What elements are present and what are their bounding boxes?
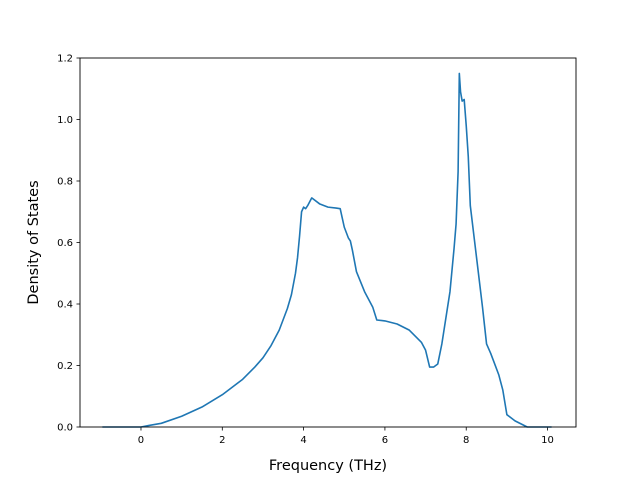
x-tick-label: 0 xyxy=(138,435,144,446)
x-axis-ticks: 0 2 4 6 8 10 xyxy=(138,427,554,446)
y-tick-label: 1.2 xyxy=(57,54,73,65)
y-tick-label: 0.8 xyxy=(57,177,73,188)
y-tick-label: 0.6 xyxy=(57,238,73,249)
y-tick-label: 0.0 xyxy=(57,423,73,434)
y-axis-label: Density of States xyxy=(26,180,42,304)
plot-frame xyxy=(79,57,577,428)
x-tick-label: 8 xyxy=(463,435,469,446)
plot-background xyxy=(80,58,576,427)
dos-series-line xyxy=(102,72,552,428)
x-axis-label: Frequency (THz) xyxy=(269,458,387,474)
x-tick-label: 2 xyxy=(219,435,225,446)
y-tick-label: 0.4 xyxy=(57,300,73,311)
x-tick-label: 4 xyxy=(300,435,306,446)
x-tick-label: 6 xyxy=(382,435,388,446)
y-tick-label: 1.0 xyxy=(57,115,73,126)
x-tick-label: 10 xyxy=(541,435,554,446)
y-axis-ticks: 0.0 0.2 0.4 0.6 0.8 1.0 1.2 xyxy=(57,54,80,434)
y-tick-label: 0.2 xyxy=(57,361,73,372)
